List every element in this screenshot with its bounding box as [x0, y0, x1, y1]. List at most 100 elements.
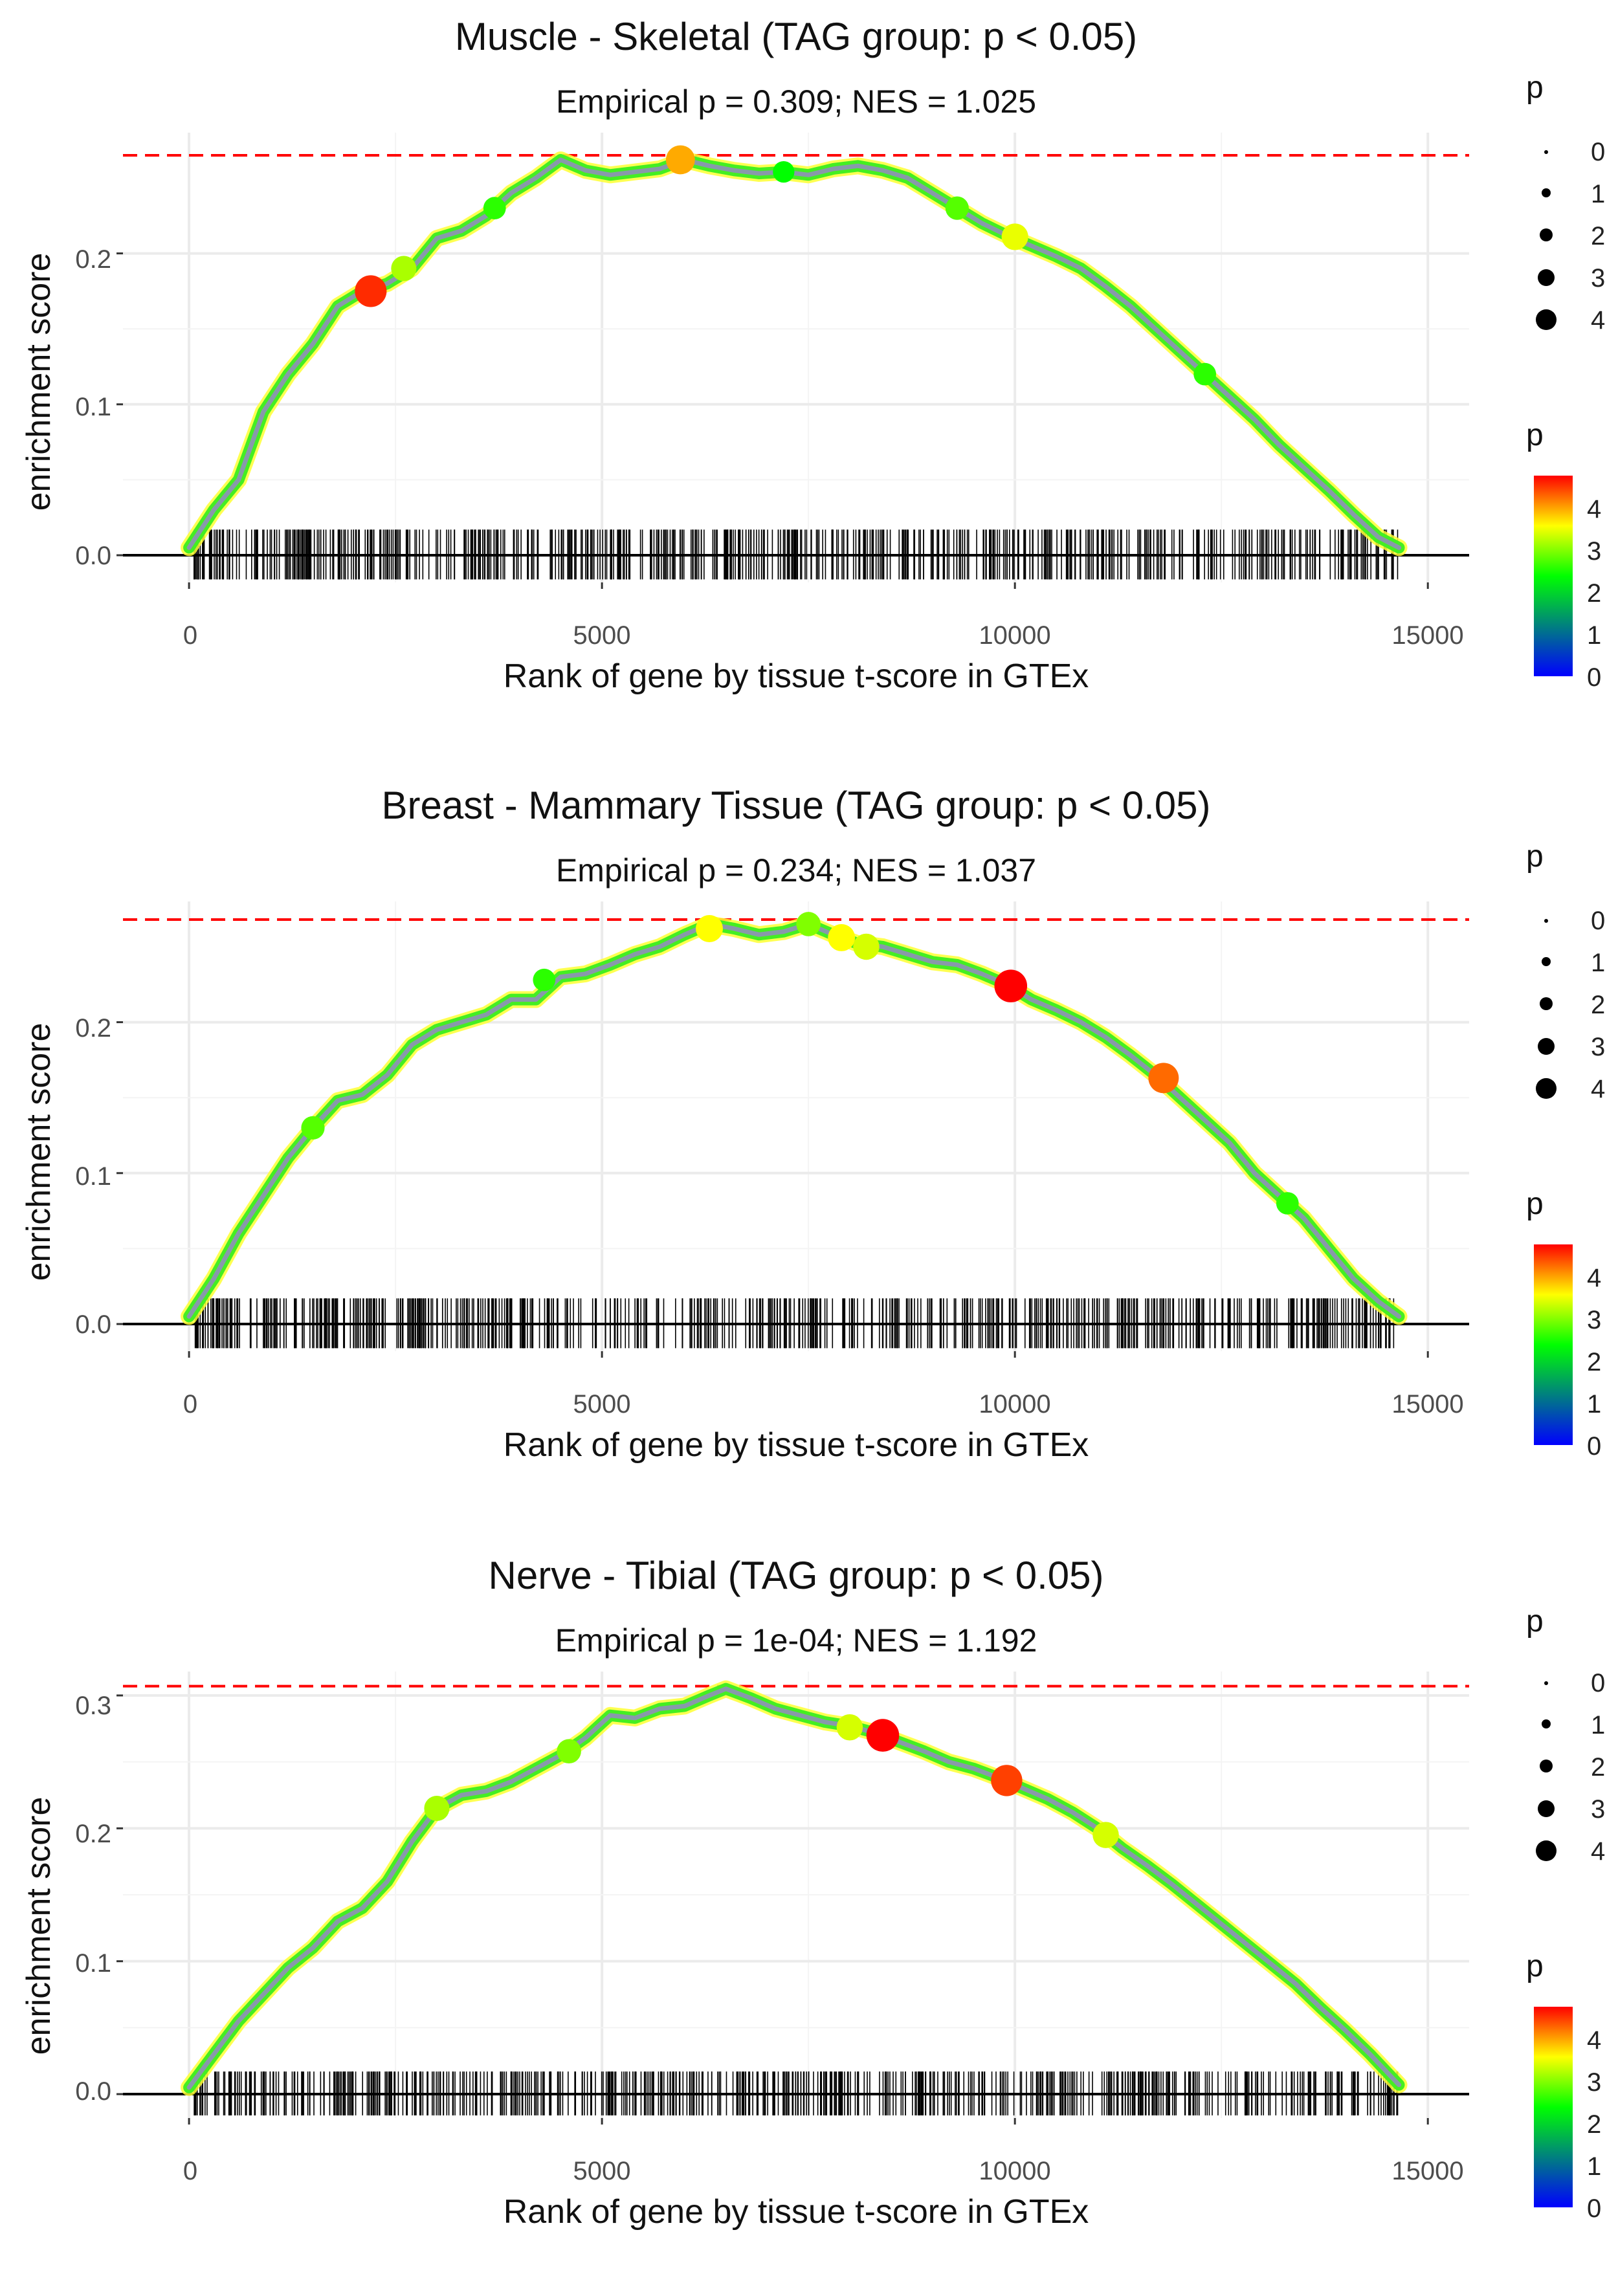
- x-tick-label: 0: [183, 1390, 198, 1418]
- y-tick-label: 0.1: [75, 1162, 111, 1191]
- chart-panel-nerve-tibial: Nerve - Tibial (TAG group: p < 0.05) Emp…: [0, 1539, 1618, 2296]
- color-legend-label: 4: [1587, 495, 1602, 524]
- x-tick-label: 15000: [1391, 2157, 1464, 2185]
- size-legend-label: 3: [1591, 1795, 1606, 1824]
- x-tick-label: 15000: [1391, 621, 1464, 650]
- es-point: [696, 915, 723, 942]
- es-point: [301, 1116, 325, 1140]
- es-point: [424, 1795, 450, 1822]
- color-legend-bar: [1534, 2007, 1573, 2207]
- es-point: [665, 145, 695, 175]
- size-legend-label: 0: [1591, 907, 1606, 935]
- size-legend-label: 4: [1591, 1837, 1606, 1866]
- es-point: [1148, 1063, 1179, 1094]
- es-point: [828, 924, 856, 951]
- x-tick-label: 10000: [979, 621, 1051, 650]
- size-legend-key: [1538, 1800, 1555, 1817]
- x-axis-label: Rank of gene by tissue t-score in GTEx: [503, 657, 1089, 695]
- size-legend-key: [1536, 1840, 1557, 1861]
- color-legend-title: p: [1526, 418, 1544, 452]
- color-legend-label: 3: [1587, 1306, 1602, 1334]
- chart-subtitle: Empirical p = 0.309; NES = 1.025: [555, 83, 1037, 120]
- y-tick-label: 0.1: [75, 393, 111, 421]
- x-tick-label: 0: [183, 621, 198, 650]
- es-point: [533, 968, 556, 991]
- size-legend-label: 1: [1591, 949, 1606, 977]
- y-tick-label: 0.2: [75, 1820, 111, 1848]
- size-legend-label: 0: [1591, 138, 1606, 166]
- es-point: [355, 275, 387, 307]
- color-legend-label: 4: [1587, 2026, 1602, 2055]
- es-point: [836, 1714, 863, 1741]
- chart-plot-area: [116, 1672, 1469, 2125]
- es-point: [945, 196, 969, 220]
- es-point: [866, 1719, 900, 1752]
- y-tick-label: 0.2: [75, 1014, 111, 1043]
- color-legend-label: 2: [1587, 1348, 1602, 1376]
- color-legend-label: 0: [1587, 663, 1602, 692]
- chart-panel-breast-mammary: Breast - Mammary Tissue (TAG group: p < …: [0, 770, 1618, 1527]
- y-axis-label: enrichment score: [20, 1022, 58, 1281]
- chart-plot-area: [116, 901, 1469, 1358]
- size-legend-label: 1: [1591, 180, 1606, 208]
- es-point: [483, 197, 506, 219]
- chart-subtitle: Empirical p = 1e-04; NES = 1.192: [555, 1622, 1037, 1659]
- size-legend-title: p: [1526, 839, 1544, 874]
- size-legend-key: [1542, 957, 1551, 966]
- chart-title: Breast - Mammary Tissue (TAG group: p < …: [381, 784, 1211, 827]
- size-legend-title: p: [1526, 1604, 1544, 1639]
- es-curve-halo-green: [183, 153, 1405, 554]
- y-tick-label: 0.1: [75, 1949, 111, 1978]
- es-point: [1092, 1822, 1119, 1848]
- es-curve-line: [186, 1686, 1402, 2090]
- size-legend-key: [1536, 309, 1557, 330]
- es-point: [391, 256, 417, 281]
- es-point: [1001, 223, 1028, 250]
- y-tick-label: 0.0: [75, 1310, 111, 1339]
- color-legend-bar: [1534, 476, 1573, 676]
- size-legend-key: [1538, 269, 1555, 286]
- y-axis-label: enrichment score: [20, 252, 58, 511]
- es-curve-halo-yellow: [181, 151, 1408, 557]
- color-legend-label: 3: [1587, 537, 1602, 566]
- size-legend-key: [1536, 1078, 1557, 1099]
- chart-panel-muscle-skeletal: Muscle - Skeletal (TAG group: p < 0.05) …: [0, 0, 1618, 757]
- size-legend-label: 4: [1591, 1075, 1606, 1103]
- es-point: [773, 160, 795, 183]
- x-axis-label: Rank of gene by tissue t-score in GTEx: [503, 2193, 1089, 2231]
- size-legend-title: p: [1526, 71, 1544, 105]
- size-legend-label: 3: [1591, 264, 1606, 293]
- size-legend-label: 2: [1591, 991, 1606, 1019]
- color-legend-label: 1: [1587, 2152, 1602, 2181]
- color-legend-label: 1: [1587, 621, 1602, 650]
- es-point: [853, 933, 880, 960]
- x-tick-label: 5000: [573, 1390, 631, 1418]
- x-tick-label: 10000: [979, 1390, 1051, 1418]
- color-legend-label: 0: [1587, 2194, 1602, 2223]
- size-legend-label: 1: [1591, 1711, 1606, 1739]
- chart-plot-area: [116, 133, 1469, 589]
- size-legend-label: 2: [1591, 222, 1606, 250]
- size-legend-label: 4: [1591, 306, 1606, 335]
- es-point: [994, 969, 1028, 1002]
- color-legend-label: 3: [1587, 2068, 1602, 2097]
- color-legend-bar: [1534, 1244, 1573, 1445]
- x-tick-label: 5000: [573, 621, 631, 650]
- color-legend-label: 2: [1587, 579, 1602, 608]
- y-tick-label: 0.0: [75, 542, 111, 570]
- chart-title: Nerve - Tibial (TAG group: p < 0.05): [488, 1554, 1104, 1597]
- size-legend-key: [1542, 188, 1551, 197]
- x-tick-label: 0: [183, 2157, 198, 2185]
- es-point: [557, 1739, 581, 1764]
- color-legend-label: 0: [1587, 1432, 1602, 1461]
- es-point: [1193, 362, 1217, 386]
- size-legend-key: [1540, 228, 1553, 241]
- es-curve-line: [186, 922, 1402, 1319]
- x-tick-label: 5000: [573, 2157, 631, 2185]
- size-legend-label: 3: [1591, 1033, 1606, 1061]
- es-curve-halo-green: [183, 918, 1405, 1323]
- chart-subtitle: Empirical p = 0.234; NES = 1.037: [555, 852, 1037, 889]
- size-legend-key: [1540, 997, 1553, 1010]
- color-legend-title: p: [1526, 1949, 1544, 1983]
- es-point: [796, 912, 821, 936]
